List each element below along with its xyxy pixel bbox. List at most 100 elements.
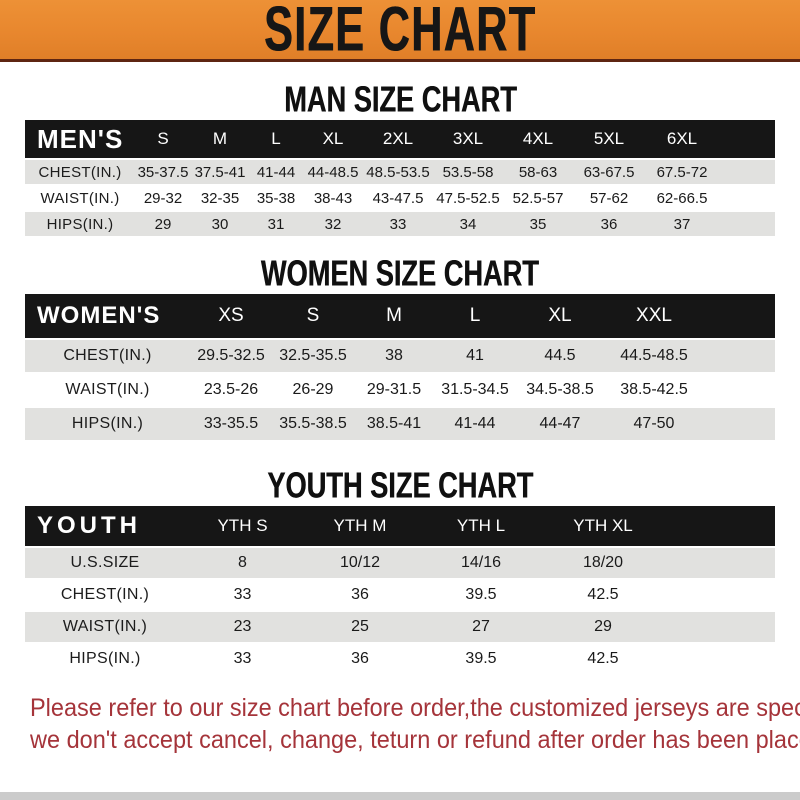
men-size-header-3xl: 3XL <box>452 129 484 148</box>
cell: 57-62 <box>589 189 629 207</box>
cell: 8 <box>238 554 247 571</box>
row-label: CHEST(IN.) <box>38 163 122 181</box>
row-label: U.S.SIZE <box>70 554 140 571</box>
cell: 41-44 <box>454 415 496 432</box>
men-size-header-4xl: 4XL <box>522 129 554 148</box>
cell: 52.5-57 <box>512 189 564 207</box>
women-size-table: WOMEN'S XS S M L XL XXL CHEST(IN.) 29.5-… <box>25 292 775 442</box>
men-size-header-m: M <box>212 129 228 148</box>
cell: 29.5-32.5 <box>197 347 265 364</box>
cell: 44-47 <box>539 415 581 432</box>
men-chest-row: CHEST(IN.) 35-37.5 37.5-41 41-44 44-48.5… <box>25 160 775 184</box>
cell: 33 <box>233 586 252 603</box>
photo-bottom-edge <box>0 792 800 800</box>
cell: 42.5 <box>587 586 619 603</box>
cell: 35-38 <box>256 189 296 207</box>
women-size-header-m: M <box>386 305 402 326</box>
cell: 26-29 <box>292 381 334 398</box>
youth-hips-row: HIPS(IN.) 33 36 39.5 42.5 <box>25 644 775 674</box>
men-waist-row: WAIST(IN.) 29-32 32-35 35-38 38-43 43-47… <box>25 186 775 210</box>
row-label: HIPS(IN.) <box>71 415 144 432</box>
cell: 32-35 <box>200 189 240 207</box>
cell: 31.5-34.5 <box>441 381 509 398</box>
cell: 33 <box>389 215 407 233</box>
spacer-cell <box>664 644 775 674</box>
women-hips-row: HIPS(IN.) 33-35.5 35.5-38.5 38.5-41 41-4… <box>25 408 775 440</box>
spacer-cell <box>664 548 775 578</box>
cell: 38-43 <box>313 189 353 207</box>
youth-size-header-l: YTH L <box>456 516 506 535</box>
row-label: WAIST(IN.) <box>65 381 150 398</box>
cell: 18/20 <box>582 554 624 571</box>
cell: 29-32 <box>143 189 183 207</box>
order-notice-line1: Please refer to our size chart before or… <box>30 694 800 722</box>
cell: 42.5 <box>587 650 619 667</box>
cell: 44-48.5 <box>307 163 359 181</box>
cell: 41-44 <box>256 163 296 181</box>
cell: 35.5-38.5 <box>279 415 347 432</box>
cell: 44.5 <box>544 347 576 364</box>
cell: 29 <box>594 618 612 635</box>
women-size-header-xs: XS <box>218 305 244 326</box>
youth-size-header-xl: YTH XL <box>573 516 633 535</box>
cell: 34 <box>459 215 477 233</box>
women-size-header-xl: XL <box>548 305 572 326</box>
women-section-heading: WOMEN SIZE CHART <box>0 255 800 293</box>
cell: 36 <box>351 650 369 667</box>
size-chart-banner: SIZE CHART <box>0 0 800 62</box>
men-size-header-xl: XL <box>322 129 344 148</box>
row-label: CHEST(IN.) <box>60 586 150 603</box>
spacer-cell <box>664 580 775 610</box>
spacer-cell <box>719 160 775 184</box>
cell: 48.5-53.5 <box>366 163 430 181</box>
row-label: WAIST(IN.) <box>40 189 120 207</box>
women-chest-row: CHEST(IN.) 29.5-32.5 32.5-35.5 38 41 44.… <box>25 340 775 372</box>
cell: 47-50 <box>633 415 675 432</box>
cell: 63-67.5 <box>583 163 635 181</box>
women-waist-row: WAIST(IN.) 23.5-26 26-29 29-31.5 31.5-34… <box>25 374 775 406</box>
cell: 33 <box>233 650 252 667</box>
cell: 23 <box>233 618 252 635</box>
spacer-cell <box>719 212 775 236</box>
cell: 58-63 <box>518 163 558 181</box>
women-header-row: WOMEN'S XS S M L XL XXL <box>25 294 775 338</box>
men-size-header-2xl: 2XL <box>382 129 414 148</box>
men-header-row: MEN'S S M L XL 2XL 3XL 4XL 5XL 6XL <box>25 120 775 158</box>
spacer-cell <box>719 120 775 158</box>
cell: 67.5-72 <box>656 163 708 181</box>
youth-size-header-s: YTH S <box>217 516 268 535</box>
youth-heading-text: YOUTH SIZE CHART <box>267 465 533 507</box>
cell: 41 <box>466 347 484 364</box>
cell: 31 <box>267 215 285 233</box>
women-size-header-xxl: XXL <box>636 305 672 326</box>
row-label: WAIST(IN.) <box>62 618 148 635</box>
cell: 30 <box>211 215 229 233</box>
youth-chest-row: CHEST(IN.) 33 36 39.5 42.5 <box>25 580 775 610</box>
cell: 38.5-42.5 <box>620 381 688 398</box>
cell: 38.5-41 <box>366 415 422 432</box>
spacer-cell <box>704 374 775 406</box>
cell: 53.5-58 <box>442 163 494 181</box>
cell: 29-31.5 <box>366 381 422 398</box>
spacer-cell <box>719 186 775 210</box>
cell: 44.5-48.5 <box>620 347 688 364</box>
spacer-cell <box>704 408 775 440</box>
youth-size-header-m: YTH M <box>333 516 387 535</box>
cell: 32.5-35.5 <box>279 347 347 364</box>
cell: 34.5-38.5 <box>526 381 594 398</box>
cell: 36 <box>600 215 618 233</box>
cell: 38 <box>385 347 403 364</box>
cell: 35 <box>529 215 547 233</box>
order-notice-line2: we don't accept cancel, change, teturn o… <box>30 726 800 754</box>
cell: 29 <box>154 215 172 233</box>
cell: 23.5-26 <box>203 381 259 398</box>
row-label: HIPS(IN.) <box>69 650 141 667</box>
cell: 47.5-52.5 <box>436 189 500 207</box>
men-section-heading: MAN SIZE CHART <box>0 81 800 119</box>
spacer-cell <box>704 294 775 338</box>
cell: 32 <box>324 215 342 233</box>
spacer-cell <box>664 612 775 642</box>
spacer-cell <box>704 340 775 372</box>
cell: 25 <box>351 618 369 635</box>
cell: 33-35.5 <box>203 415 259 432</box>
